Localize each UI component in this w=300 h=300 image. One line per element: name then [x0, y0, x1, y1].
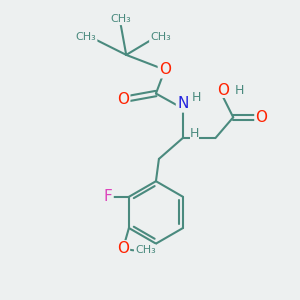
Text: O: O	[117, 241, 129, 256]
Text: H: H	[191, 92, 201, 104]
Text: O: O	[159, 62, 171, 77]
Text: CH₃: CH₃	[150, 32, 171, 42]
Text: CH₃: CH₃	[110, 14, 131, 24]
Text: H: H	[235, 84, 244, 97]
Text: O: O	[217, 83, 229, 98]
Text: CH₃: CH₃	[76, 32, 97, 42]
Text: F: F	[104, 189, 112, 204]
Text: O: O	[256, 110, 268, 125]
Text: H: H	[190, 127, 199, 140]
Text: CH₃: CH₃	[135, 245, 156, 255]
Text: N: N	[177, 96, 188, 111]
Text: O: O	[117, 92, 129, 107]
